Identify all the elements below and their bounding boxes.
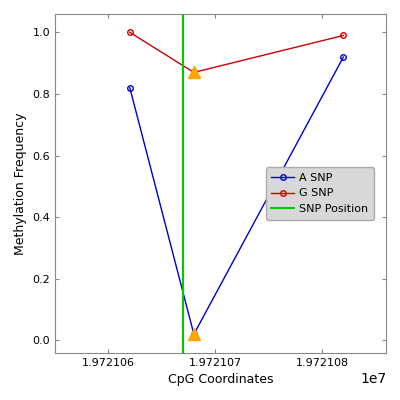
A SNP xyxy=(341,55,346,60)
A SNP xyxy=(128,86,132,90)
G SNP xyxy=(341,33,346,38)
Legend: A SNP, G SNP, SNP Position: A SNP, G SNP, SNP Position xyxy=(266,167,374,220)
G SNP xyxy=(128,30,132,35)
X-axis label: CpG Coordinates: CpG Coordinates xyxy=(168,373,273,386)
A SNP xyxy=(192,332,196,337)
Y-axis label: Methylation Frequency: Methylation Frequency xyxy=(14,112,27,254)
G SNP xyxy=(192,70,196,75)
Line: G SNP: G SNP xyxy=(127,30,346,75)
Line: A SNP: A SNP xyxy=(127,54,346,337)
